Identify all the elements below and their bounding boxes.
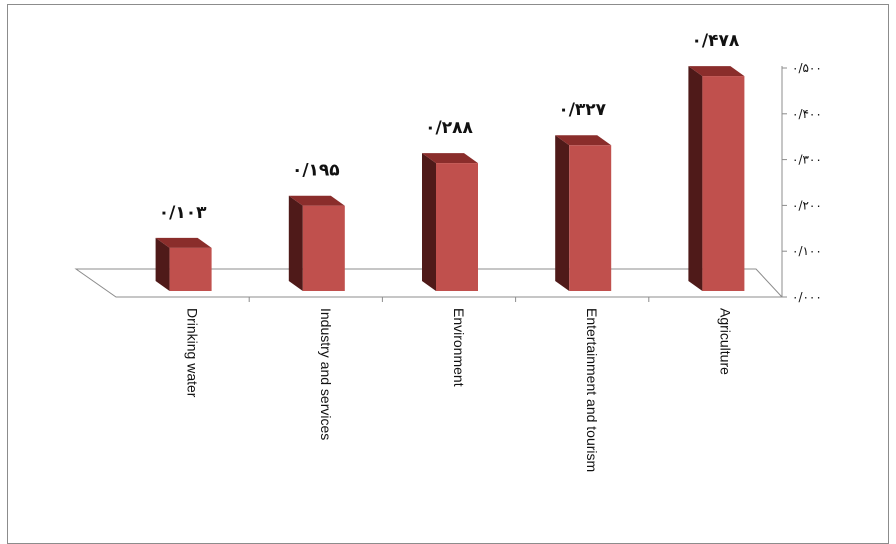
- bar: [436, 163, 478, 291]
- y-tick-label: ۰/۲۰۰: [792, 198, 822, 212]
- bar: [169, 247, 212, 291]
- bar-top: [288, 195, 345, 206]
- data-label: ۰/۴۷۸: [692, 31, 740, 51]
- bar-side: [155, 237, 170, 291]
- bar-top: [422, 153, 478, 164]
- data-label: ۰/۲۸۸: [425, 118, 473, 138]
- bar-top: [688, 66, 745, 77]
- category-label: Environment: [451, 308, 467, 387]
- data-label: ۰/۱۹۵: [292, 161, 340, 181]
- category-label: Entertainment and tourism: [584, 308, 600, 472]
- y-tick-label: ۰/۴۰۰: [792, 107, 822, 121]
- category-label: Agriculture: [717, 308, 733, 375]
- bar-side: [555, 135, 570, 291]
- bar-chart: ۰/۰۰۰ ۰/۱۰۰ ۰/۲۰۰ ۰/۳۰۰ ۰/۴۰۰ ۰/۵۰۰ ۰/۱۰۳ Drink…: [74, 31, 822, 472]
- category-label: Industry and services: [318, 308, 334, 440]
- y-tick-label: ۰/۰۰۰: [792, 290, 822, 304]
- bar: [302, 205, 345, 291]
- category-label: Drinking water: [185, 308, 201, 398]
- data-label: ۰/۳۲۷: [558, 100, 606, 120]
- bar: [569, 145, 612, 291]
- data-label: ۰/۱۰۳: [159, 203, 207, 223]
- bar-top: [155, 237, 212, 248]
- bar-side: [288, 195, 303, 291]
- bar-top: [555, 135, 612, 146]
- bar: [702, 76, 745, 292]
- bar-side: [422, 153, 436, 291]
- y-tick-label: ۰/۵۰۰: [792, 61, 822, 75]
- bar-side: [688, 66, 703, 292]
- y-tick-label: ۰/۱۰۰: [792, 244, 822, 258]
- y-tick-label: ۰/۳۰۰: [792, 153, 822, 167]
